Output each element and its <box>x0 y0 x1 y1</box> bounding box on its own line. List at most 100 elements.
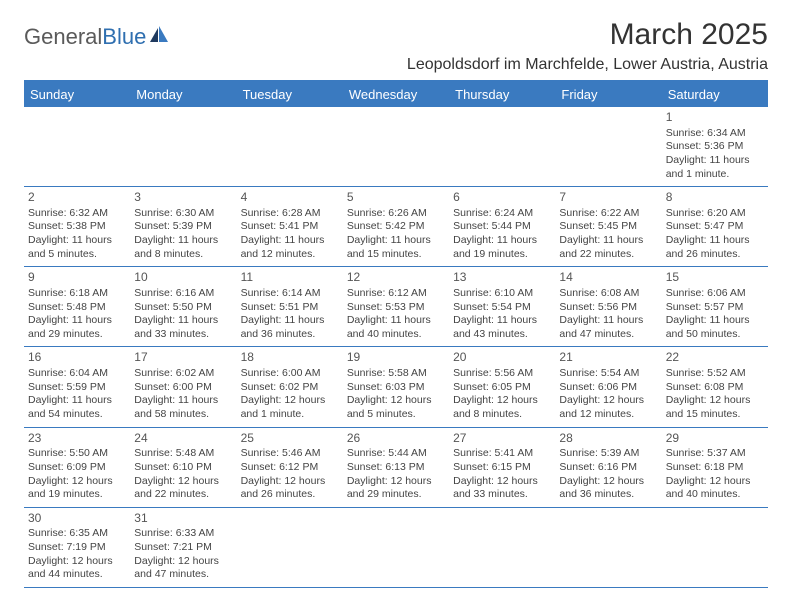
calendar-cell: 22Sunrise: 5:52 AMSunset: 6:08 PMDayligh… <box>662 347 768 427</box>
calendar-cell: 1Sunrise: 6:34 AMSunset: 5:36 PMDaylight… <box>662 107 768 187</box>
sunset-text: Sunset: 7:19 PM <box>28 541 126 555</box>
day-number: 31 <box>134 511 232 527</box>
calendar-cell: 25Sunrise: 5:46 AMSunset: 6:12 PMDayligh… <box>237 427 343 507</box>
day-number: 17 <box>134 350 232 366</box>
sunrise-text: Sunrise: 5:50 AM <box>28 447 126 461</box>
sunset-text: Sunset: 5:51 PM <box>241 301 339 315</box>
calendar-cell: 10Sunrise: 6:16 AMSunset: 5:50 PMDayligh… <box>130 267 236 347</box>
weekday-header: Thursday <box>449 82 555 107</box>
day-number: 12 <box>347 270 445 286</box>
calendar-cell <box>343 507 449 587</box>
calendar-cell: 16Sunrise: 6:04 AMSunset: 5:59 PMDayligh… <box>24 347 130 427</box>
location: Leopoldsdorf im Marchfelde, Lower Austri… <box>407 56 768 74</box>
daylight-text: Daylight: 11 hours and 5 minutes. <box>28 234 126 261</box>
sunset-text: Sunset: 5:36 PM <box>666 140 764 154</box>
sunset-text: Sunset: 5:39 PM <box>134 220 232 234</box>
calendar-cell: 6Sunrise: 6:24 AMSunset: 5:44 PMDaylight… <box>449 187 555 267</box>
sunrise-text: Sunrise: 6:16 AM <box>134 287 232 301</box>
calendar-cell <box>449 507 555 587</box>
day-number: 30 <box>28 511 126 527</box>
daylight-text: Daylight: 12 hours and 33 minutes. <box>453 475 551 502</box>
day-number: 2 <box>28 190 126 206</box>
sunset-text: Sunset: 5:42 PM <box>347 220 445 234</box>
sunrise-text: Sunrise: 5:46 AM <box>241 447 339 461</box>
calendar-cell: 14Sunrise: 6:08 AMSunset: 5:56 PMDayligh… <box>555 267 661 347</box>
sunset-text: Sunset: 6:05 PM <box>453 381 551 395</box>
sunset-text: Sunset: 5:38 PM <box>28 220 126 234</box>
sunrise-text: Sunrise: 6:00 AM <box>241 367 339 381</box>
daylight-text: Daylight: 12 hours and 5 minutes. <box>347 394 445 421</box>
calendar-cell: 13Sunrise: 6:10 AMSunset: 5:54 PMDayligh… <box>449 267 555 347</box>
calendar-cell: 7Sunrise: 6:22 AMSunset: 5:45 PMDaylight… <box>555 187 661 267</box>
sunrise-text: Sunrise: 6:33 AM <box>134 527 232 541</box>
calendar-cell <box>449 107 555 187</box>
calendar-cell: 24Sunrise: 5:48 AMSunset: 6:10 PMDayligh… <box>130 427 236 507</box>
daylight-text: Daylight: 12 hours and 36 minutes. <box>559 475 657 502</box>
day-number: 26 <box>347 431 445 447</box>
sunset-text: Sunset: 5:44 PM <box>453 220 551 234</box>
daylight-text: Daylight: 12 hours and 26 minutes. <box>241 475 339 502</box>
sunset-text: Sunset: 6:16 PM <box>559 461 657 475</box>
sunrise-text: Sunrise: 5:54 AM <box>559 367 657 381</box>
calendar-cell: 9Sunrise: 6:18 AMSunset: 5:48 PMDaylight… <box>24 267 130 347</box>
daylight-text: Daylight: 11 hours and 29 minutes. <box>28 314 126 341</box>
sunrise-text: Sunrise: 5:41 AM <box>453 447 551 461</box>
calendar-cell: 31Sunrise: 6:33 AMSunset: 7:21 PMDayligh… <box>130 507 236 587</box>
logo-text-blue: Blue <box>102 24 146 50</box>
day-number: 8 <box>666 190 764 206</box>
sunrise-text: Sunrise: 5:39 AM <box>559 447 657 461</box>
calendar-row: 9Sunrise: 6:18 AMSunset: 5:48 PMDaylight… <box>24 267 768 347</box>
sunset-text: Sunset: 6:06 PM <box>559 381 657 395</box>
sunrise-text: Sunrise: 6:20 AM <box>666 207 764 221</box>
logo: GeneralBlue <box>24 24 170 50</box>
calendar-cell: 19Sunrise: 5:58 AMSunset: 6:03 PMDayligh… <box>343 347 449 427</box>
calendar-cell <box>662 507 768 587</box>
calendar-cell: 2Sunrise: 6:32 AMSunset: 5:38 PMDaylight… <box>24 187 130 267</box>
calendar-cell: 5Sunrise: 6:26 AMSunset: 5:42 PMDaylight… <box>343 187 449 267</box>
calendar-cell: 15Sunrise: 6:06 AMSunset: 5:57 PMDayligh… <box>662 267 768 347</box>
weekday-header: Saturday <box>662 82 768 107</box>
sunrise-text: Sunrise: 5:44 AM <box>347 447 445 461</box>
sunset-text: Sunset: 6:00 PM <box>134 381 232 395</box>
sunrise-text: Sunrise: 6:30 AM <box>134 207 232 221</box>
calendar-cell <box>237 507 343 587</box>
day-number: 27 <box>453 431 551 447</box>
calendar-cell: 8Sunrise: 6:20 AMSunset: 5:47 PMDaylight… <box>662 187 768 267</box>
daylight-text: Daylight: 11 hours and 8 minutes. <box>134 234 232 261</box>
calendar-cell: 17Sunrise: 6:02 AMSunset: 6:00 PMDayligh… <box>130 347 236 427</box>
title-block: March 2025 Leopoldsdorf im Marchfelde, L… <box>407 18 768 74</box>
calendar-cell <box>343 107 449 187</box>
day-number: 5 <box>347 190 445 206</box>
daylight-text: Daylight: 12 hours and 12 minutes. <box>559 394 657 421</box>
calendar-cell: 30Sunrise: 6:35 AMSunset: 7:19 PMDayligh… <box>24 507 130 587</box>
daylight-text: Daylight: 12 hours and 22 minutes. <box>134 475 232 502</box>
sunrise-text: Sunrise: 6:34 AM <box>666 127 764 141</box>
sunset-text: Sunset: 5:41 PM <box>241 220 339 234</box>
day-number: 14 <box>559 270 657 286</box>
daylight-text: Daylight: 12 hours and 40 minutes. <box>666 475 764 502</box>
daylight-text: Daylight: 11 hours and 22 minutes. <box>559 234 657 261</box>
sunrise-text: Sunrise: 6:02 AM <box>134 367 232 381</box>
daylight-text: Daylight: 11 hours and 15 minutes. <box>347 234 445 261</box>
sunrise-text: Sunrise: 6:04 AM <box>28 367 126 381</box>
sunrise-text: Sunrise: 6:24 AM <box>453 207 551 221</box>
sail-icon <box>148 26 170 49</box>
calendar-cell <box>130 107 236 187</box>
day-number: 24 <box>134 431 232 447</box>
weekday-header: Sunday <box>24 82 130 107</box>
sunset-text: Sunset: 5:54 PM <box>453 301 551 315</box>
sunrise-text: Sunrise: 6:22 AM <box>559 207 657 221</box>
weekday-header: Wednesday <box>343 82 449 107</box>
weekday-header: Tuesday <box>237 82 343 107</box>
calendar-row: 1Sunrise: 6:34 AMSunset: 5:36 PMDaylight… <box>24 107 768 187</box>
calendar-cell: 28Sunrise: 5:39 AMSunset: 6:16 PMDayligh… <box>555 427 661 507</box>
daylight-text: Daylight: 12 hours and 29 minutes. <box>347 475 445 502</box>
calendar-cell: 26Sunrise: 5:44 AMSunset: 6:13 PMDayligh… <box>343 427 449 507</box>
day-number: 13 <box>453 270 551 286</box>
daylight-text: Daylight: 11 hours and 43 minutes. <box>453 314 551 341</box>
daylight-text: Daylight: 12 hours and 19 minutes. <box>28 475 126 502</box>
day-number: 3 <box>134 190 232 206</box>
sunset-text: Sunset: 5:48 PM <box>28 301 126 315</box>
logo-text-general: General <box>24 24 102 50</box>
day-number: 7 <box>559 190 657 206</box>
